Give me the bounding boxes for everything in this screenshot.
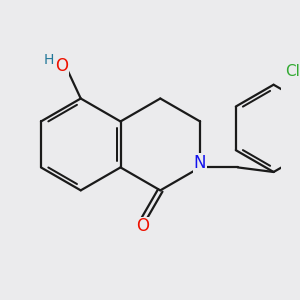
Text: Cl: Cl bbox=[285, 64, 300, 79]
Text: N: N bbox=[194, 154, 206, 172]
Text: O: O bbox=[56, 57, 68, 75]
Text: H: H bbox=[44, 53, 54, 67]
Text: O: O bbox=[136, 218, 149, 236]
